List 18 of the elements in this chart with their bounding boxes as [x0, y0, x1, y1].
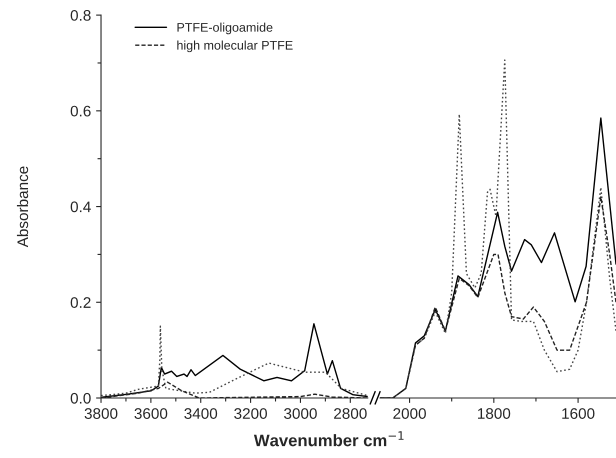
- y-tick-label: 0.6: [70, 106, 91, 117]
- x-tick-label: 2000: [393, 408, 426, 419]
- x-tick-label: 2800: [334, 408, 367, 419]
- x-tick-label: 3000: [284, 408, 317, 419]
- y-axis-title: Absorbance: [16, 166, 28, 248]
- x-tick-label: 3800: [84, 408, 118, 419]
- y-tick-label: 0.4: [70, 201, 91, 212]
- legend-label: PTFE-oligoamide: [177, 22, 272, 34]
- legend-label: high molecular PTFE: [177, 40, 293, 52]
- x-tick-label: 1800: [478, 408, 510, 419]
- x-tick-label: 1600: [562, 408, 594, 419]
- y-tick-label: 0.2: [70, 297, 91, 308]
- x-tick-label: 3200: [234, 408, 267, 419]
- x-axis-title: Wavenumber cm$^{−1}$: [254, 431, 404, 446]
- x-tick-label: 3400: [184, 408, 218, 419]
- y-tick-label: 0.8: [70, 10, 91, 21]
- y-tick-label: 0.0: [70, 392, 91, 404]
- x-tick-label: 3600: [134, 408, 168, 419]
